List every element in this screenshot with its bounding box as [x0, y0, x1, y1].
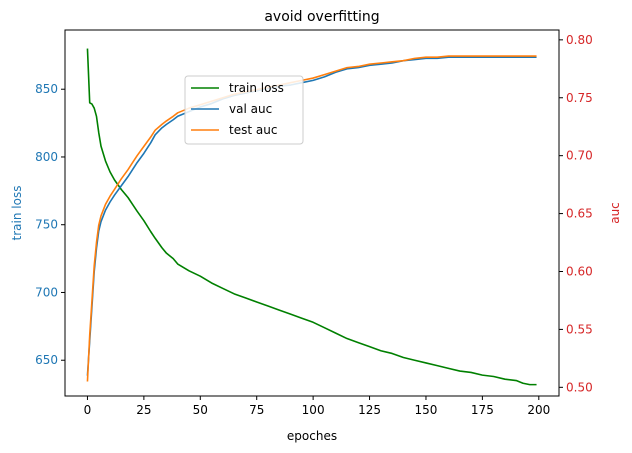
- x-tick-label: 100: [302, 403, 325, 417]
- y-axis-left-label: train loss: [10, 186, 24, 241]
- x-tick-label: 125: [358, 403, 381, 417]
- y-right-tick-label: 0.60: [566, 264, 593, 278]
- y-left-tick-label: 700: [35, 285, 58, 299]
- y-right-tick-label: 0.50: [566, 380, 593, 394]
- legend-label-test-auc: test auc: [229, 123, 277, 137]
- x-tick-label: 75: [249, 403, 264, 417]
- x-tick-label: 175: [471, 403, 494, 417]
- legend-label-val-auc: val auc: [229, 102, 272, 116]
- y-axis-right-label: auc: [608, 202, 622, 224]
- y-axis-left: 650 700 750 800 850: [35, 82, 65, 367]
- y-left-tick-label: 800: [35, 150, 58, 164]
- y-axis-right: 0.50 0.55 0.60 0.65 0.70 0.75 0.80: [559, 33, 593, 394]
- legend-label-train-loss: train loss: [229, 81, 284, 95]
- y-left-tick-label: 650: [35, 353, 58, 367]
- legend-box: [184, 75, 304, 145]
- y-right-tick-label: 0.70: [566, 149, 593, 163]
- y-right-tick-label: 0.55: [566, 322, 593, 336]
- plot-frame: [64, 29, 560, 397]
- x-tick-label: 150: [415, 403, 438, 417]
- x-axis-label: epoches: [287, 429, 337, 443]
- y-right-tick-label: 0.65: [566, 207, 593, 221]
- x-axis: 0 25 50 75 100 125 150 175 200: [84, 396, 550, 417]
- legend: train loss val auc test auc: [184, 75, 304, 145]
- x-tick-label: 200: [527, 403, 550, 417]
- x-tick-label: 0: [84, 403, 92, 417]
- y-right-tick-label: 0.80: [566, 33, 593, 47]
- x-tick-label: 25: [136, 403, 151, 417]
- y-right-tick-label: 0.75: [566, 91, 593, 105]
- series-line-train-loss: [86, 48, 537, 386]
- y-left-tick-label: 850: [35, 82, 58, 96]
- x-tick-label: 50: [193, 403, 208, 417]
- y-left-tick-label: 750: [35, 218, 58, 232]
- chart-title: avoid overfitting: [264, 9, 379, 25]
